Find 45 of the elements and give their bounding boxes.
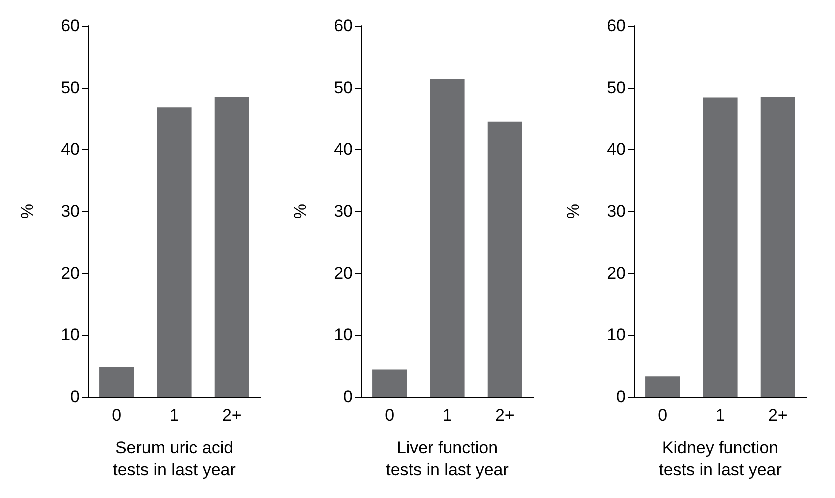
x-tick-label: 2+ — [495, 406, 515, 425]
y-tick-label: 20 — [61, 264, 80, 283]
x-tick-label: 1 — [170, 406, 180, 425]
y-tick-label: 60 — [607, 16, 626, 36]
bar — [703, 98, 738, 397]
x-tick-label: 0 — [385, 406, 395, 425]
bar — [100, 367, 134, 397]
y-tick-label: 10 — [61, 326, 80, 345]
y-tick-label: 30 — [61, 202, 80, 221]
bar — [214, 97, 250, 397]
x-tick-label: 0 — [658, 406, 668, 425]
x-axis-title: Serum uric acid tests in last year — [113, 438, 236, 480]
bar — [760, 97, 796, 397]
bar — [430, 79, 465, 397]
y-tick-label: 50 — [61, 78, 80, 98]
y-tick-label: 60 — [61, 16, 80, 36]
x-tick-label: 1 — [442, 406, 452, 425]
y-tick-label: 10 — [607, 326, 626, 345]
bar — [372, 370, 408, 397]
y-tick-label: 40 — [334, 140, 353, 160]
y-tick-label: 60 — [334, 16, 353, 36]
y-tick-label: 20 — [607, 264, 626, 283]
x-axis-title: Liver function tests in last year — [386, 438, 510, 480]
y-tick-label: 20 — [334, 264, 353, 283]
x-tick-label: 0 — [112, 406, 122, 425]
x-axis-title: Kidney function tests in last year — [659, 438, 782, 480]
x-tick-label: 2+ — [768, 406, 788, 425]
y-tick-label: 50 — [607, 78, 626, 98]
x-tick-label: 1 — [716, 406, 726, 425]
y-tick-label: 0 — [616, 388, 626, 406]
y-tick-label: 0 — [344, 388, 353, 406]
y-tick-label: 30 — [334, 202, 353, 221]
y-axis-title: % — [291, 204, 310, 220]
x-tick-label: 2+ — [222, 406, 242, 425]
y-tick-label: 30 — [607, 202, 626, 221]
y-tick-label: 50 — [334, 78, 353, 98]
y-tick-label: 40 — [61, 140, 80, 160]
bar — [646, 376, 680, 397]
y-tick-label: 0 — [70, 388, 80, 406]
bar — [157, 108, 192, 397]
y-tick-label: 40 — [607, 140, 626, 160]
y-tick-label: 10 — [334, 326, 353, 345]
bar — [488, 122, 522, 397]
y-axis-title: % — [18, 204, 37, 220]
y-axis-title: % — [564, 204, 583, 220]
